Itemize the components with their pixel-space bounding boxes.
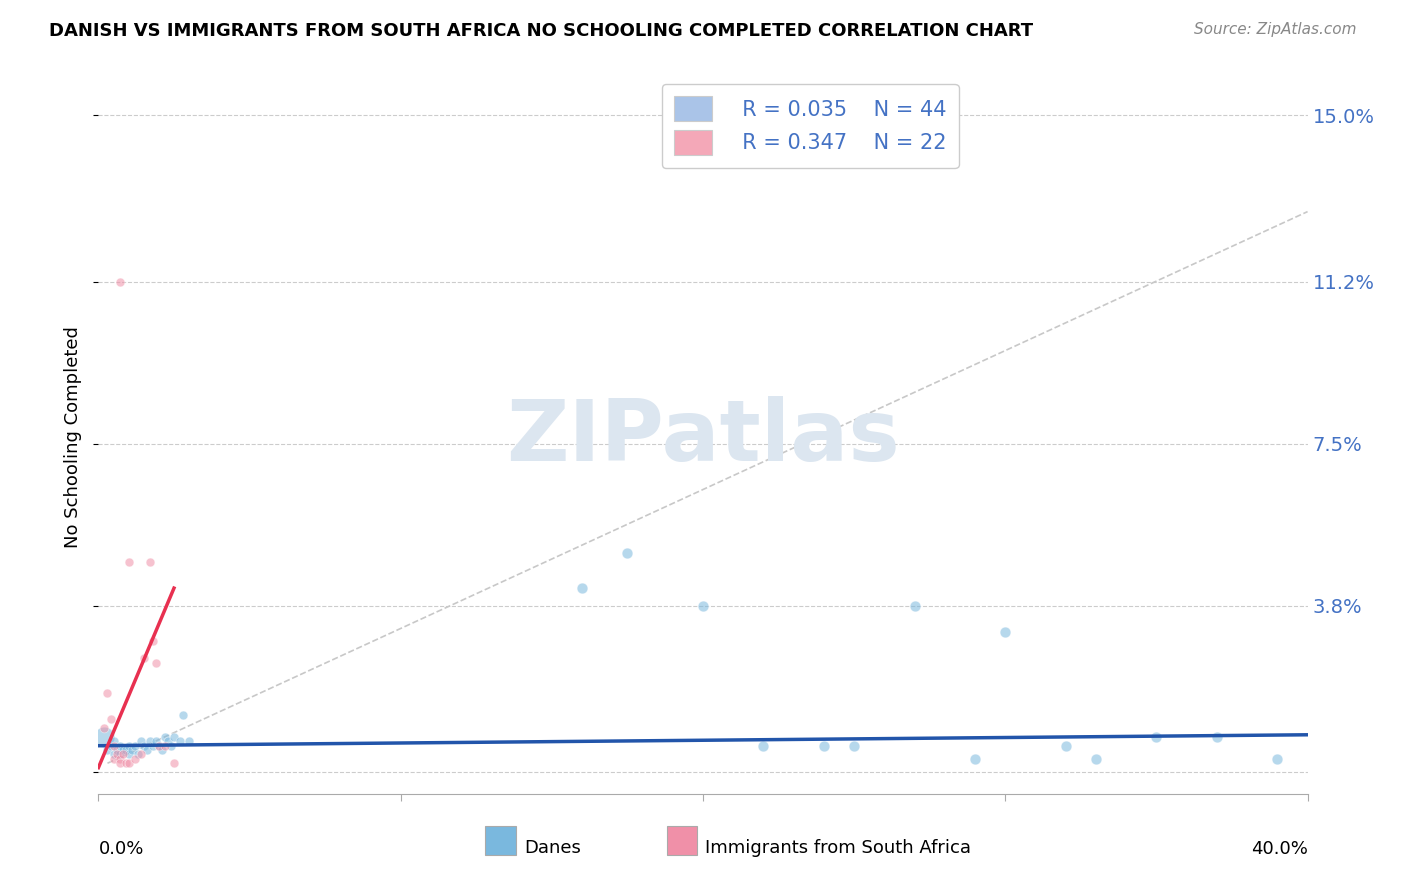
Point: [965, 752, 987, 766]
Point: [114, 756, 136, 771]
Point: [145, 656, 167, 670]
Point: [111, 747, 134, 762]
Point: [145, 734, 167, 748]
Point: [103, 734, 125, 748]
Point: [813, 739, 835, 753]
Point: [156, 734, 179, 748]
Point: [93, 721, 115, 735]
Text: DANISH VS IMMIGRANTS FROM SOUTH AFRICA NO SCHOOLING COMPLETED CORRELATION CHART: DANISH VS IMMIGRANTS FROM SOUTH AFRICA N…: [49, 22, 1033, 40]
Point: [150, 743, 173, 757]
Text: Immigrants from South Africa: Immigrants from South Africa: [706, 838, 972, 857]
Point: [135, 743, 157, 757]
Point: [169, 734, 191, 748]
Y-axis label: No Schooling Completed: No Schooling Completed: [65, 326, 83, 548]
Point: [148, 739, 170, 753]
Point: [121, 743, 143, 757]
Point: [172, 708, 194, 723]
Point: [616, 546, 638, 560]
Point: [124, 739, 146, 753]
Point: [1054, 739, 1077, 753]
Point: [127, 747, 149, 762]
Text: 40.0%: 40.0%: [1251, 840, 1308, 858]
Point: [752, 739, 775, 753]
Point: [132, 739, 155, 753]
Point: [142, 633, 165, 648]
Legend:   R = 0.035    N = 44,   R = 0.347    N = 22: R = 0.035 N = 44, R = 0.347 N = 22: [662, 84, 959, 168]
FancyBboxPatch shape: [666, 826, 697, 855]
Point: [844, 739, 866, 753]
Point: [118, 739, 141, 753]
Point: [163, 730, 186, 744]
Point: [105, 747, 128, 762]
Point: [111, 743, 134, 757]
Point: [129, 734, 152, 748]
Text: Source: ZipAtlas.com: Source: ZipAtlas.com: [1194, 22, 1357, 37]
Point: [148, 739, 170, 753]
FancyBboxPatch shape: [485, 826, 516, 855]
Point: [904, 599, 927, 613]
Point: [124, 752, 146, 766]
Point: [118, 555, 141, 569]
Point: [96, 686, 118, 700]
Point: [100, 739, 122, 753]
Point: [132, 651, 155, 665]
Point: [105, 743, 128, 757]
Point: [118, 747, 141, 762]
Point: [103, 752, 125, 766]
Point: [93, 730, 115, 744]
Point: [129, 747, 152, 762]
Point: [103, 747, 125, 762]
Point: [179, 734, 201, 748]
Point: [571, 581, 593, 595]
Point: [139, 555, 162, 569]
Point: [96, 743, 118, 757]
Point: [108, 275, 131, 289]
Point: [1144, 730, 1167, 744]
Text: ZIPatlas: ZIPatlas: [506, 395, 900, 479]
Point: [108, 752, 131, 766]
Point: [1085, 752, 1108, 766]
Point: [108, 747, 131, 762]
Text: 0.0%: 0.0%: [98, 840, 143, 858]
Point: [994, 624, 1017, 639]
Point: [139, 734, 162, 748]
Point: [108, 739, 131, 753]
Point: [1206, 730, 1229, 744]
Point: [108, 756, 131, 771]
Point: [103, 739, 125, 753]
Point: [163, 756, 186, 771]
Text: Danes: Danes: [524, 838, 581, 857]
Point: [114, 743, 136, 757]
Point: [153, 739, 176, 753]
Point: [153, 730, 176, 744]
Point: [160, 739, 183, 753]
Point: [118, 756, 141, 771]
Point: [1267, 752, 1289, 766]
Point: [692, 599, 714, 613]
Point: [100, 713, 122, 727]
Point: [142, 739, 165, 753]
